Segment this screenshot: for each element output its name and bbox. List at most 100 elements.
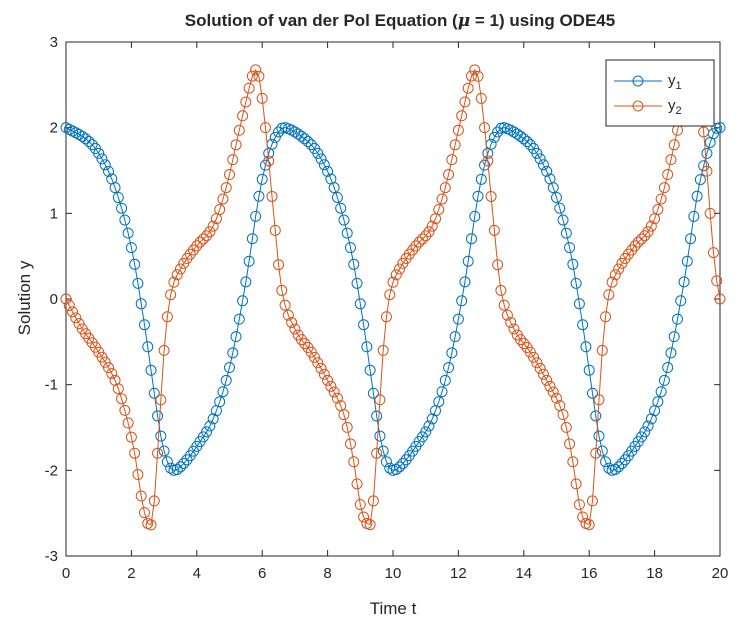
data-point [400,454,412,466]
data-point [665,154,677,166]
data-point [250,210,262,222]
data-point [609,269,621,281]
data-point [590,410,602,422]
data-point [217,386,229,398]
data-point [524,139,536,151]
data-point [613,461,625,473]
data-point [109,182,121,194]
data-point [371,447,383,459]
data-point [541,165,553,177]
data-point [609,463,621,475]
data-point [224,169,235,181]
data-point [596,445,608,457]
data-point [60,293,72,305]
data-point [564,438,576,450]
data-point [374,430,386,442]
data-point [613,263,625,275]
data-point [86,139,98,151]
data-point [446,347,458,359]
data-point [560,227,572,239]
legend-label: y1 [668,72,682,92]
data-point [534,153,546,165]
data-point [96,153,108,165]
data-point [227,347,239,359]
data-point [322,374,334,386]
data-point [534,362,546,374]
data-point [279,299,291,311]
data-point [63,300,75,312]
data-point [138,319,150,331]
x-tick-label: 14 [515,565,532,582]
data-point [495,284,507,296]
data-point [524,346,536,358]
y-tick-label: 0 [50,291,58,308]
data-point [155,430,167,442]
data-point [439,182,451,194]
data-point [616,457,628,469]
data-point [465,70,477,82]
data-point [420,230,432,242]
data-point [436,386,448,398]
data-point [253,190,265,202]
data-point [341,421,353,433]
data-point [220,374,232,386]
data-point [714,122,726,134]
data-point [135,490,147,502]
data-point [256,173,268,185]
data-point [338,214,350,226]
data-point [642,420,654,432]
data-point [201,230,213,242]
data-point [328,182,340,194]
data-point [449,331,461,343]
data-point [214,396,226,408]
data-point [390,463,402,475]
data-point [256,92,268,104]
y-tick-label: 1 [50,205,58,222]
data-point [184,248,196,260]
data-point [714,293,726,305]
data-point [233,313,245,325]
data-point [443,169,455,181]
data-point [348,456,360,468]
data-point [312,147,324,159]
data-point [652,396,664,408]
data-point [547,182,559,194]
data-point [443,362,455,374]
data-point [194,236,206,248]
data-point [119,214,131,226]
x-tick-label: 18 [646,565,663,582]
data-point [269,224,281,236]
x-axis-label: Time t [370,599,417,618]
data-point [658,374,670,386]
data-point [276,284,288,296]
data-point [560,421,572,433]
data-point [698,126,710,138]
data-point [263,155,275,167]
data-point [573,298,585,310]
data-point [384,289,396,301]
data-point [289,323,301,335]
data-point [420,426,432,438]
data-point [259,122,271,134]
data-point [485,190,497,202]
data-point [678,276,690,288]
data-point [600,456,612,468]
data-point [573,499,585,511]
data-point [233,124,245,136]
data-point [331,392,343,404]
data-point [691,190,703,202]
data-point [577,319,589,331]
data-point [344,438,356,450]
data-point [374,394,386,406]
data-point [394,263,406,275]
data-point [541,374,553,386]
data-point [426,220,438,232]
data-point [266,190,278,202]
data-point [593,430,605,442]
data-point [603,289,615,301]
data-point [436,193,448,205]
data-point [246,70,258,82]
x-tick-label: 20 [712,565,729,582]
data-point [168,276,180,288]
